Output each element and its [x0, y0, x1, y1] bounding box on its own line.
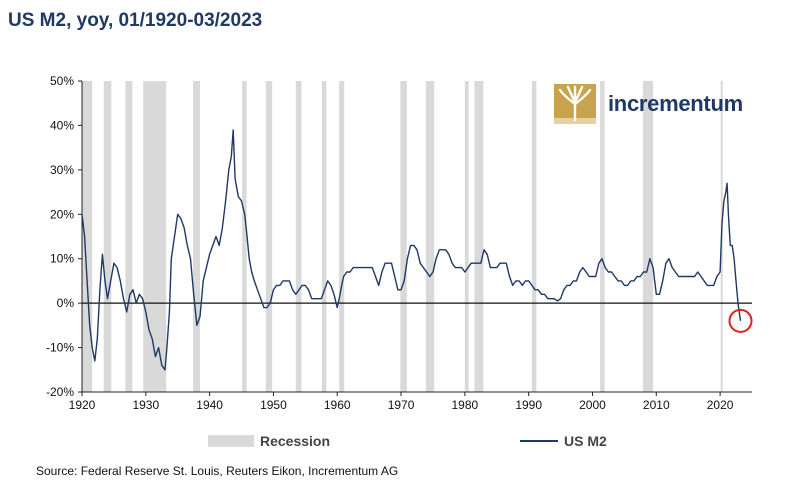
recession-band-6: [265, 81, 273, 392]
x-tick-label: 2020: [707, 398, 734, 412]
highlight-layer: [728, 308, 753, 333]
recession-band-11: [425, 81, 435, 392]
logo-text: incrementum: [608, 91, 743, 116]
recession-band-14: [531, 81, 537, 392]
recession-band-3: [143, 81, 167, 392]
series-layer: [81, 129, 742, 371]
x-tick-label: 1950: [260, 398, 287, 412]
x-tick-label: 2010: [643, 398, 670, 412]
y-tick-label: 50%: [50, 74, 74, 88]
recession-bands: [82, 81, 723, 392]
y-tick-label: -20%: [46, 385, 74, 399]
chart-title: US M2, yoy, 01/1920-03/2023: [8, 10, 263, 31]
y-tick-label: 20%: [50, 207, 74, 221]
x-tick-label: 1920: [69, 398, 96, 412]
recession-band-1: [103, 81, 112, 392]
x-tick-label: 1940: [196, 398, 223, 412]
chart-source: Source: Federal Reserve St. Louis, Reute…: [36, 464, 399, 478]
y-tick-label: 0%: [57, 296, 75, 310]
recession-band-7: [295, 81, 302, 392]
y-tick-label: 30%: [50, 163, 74, 177]
series-line-us-m2: [81, 129, 742, 371]
y-tick-label: -10%: [46, 341, 74, 355]
x-tick-label: 1990: [515, 398, 542, 412]
x-tick-label: 1930: [132, 398, 159, 412]
legend-recession-label: Recession: [260, 433, 330, 449]
y-tick-label: 10%: [50, 252, 74, 266]
recession-band-12: [464, 81, 469, 392]
recession-band-15: [600, 81, 605, 392]
x-tick-label: 1980: [452, 398, 479, 412]
legend-recession-swatch: [208, 435, 254, 447]
chart-legend: Recession US M2: [208, 433, 607, 449]
tree-logo-icon: [554, 84, 596, 124]
chart-axes: -20% -10% 0% 10% 20% 30% 40% 50% 1920 1930 1940 195…: [46, 74, 752, 412]
recession-band-13: [474, 81, 484, 392]
x-tick-label: 1960: [324, 398, 351, 412]
incrementum-logo: incrementum: [554, 84, 743, 124]
legend-series-label: US M2: [564, 433, 607, 449]
recession-band-4: [193, 81, 201, 392]
x-tick-label: 1970: [388, 398, 415, 412]
latest-value-highlight: [728, 308, 753, 333]
recession-band-8: [321, 81, 327, 392]
y-tick-label: 40%: [50, 118, 74, 132]
recession-band-9: [339, 81, 345, 392]
x-tick-label: 2000: [579, 398, 606, 412]
recession-band-0: [82, 81, 93, 392]
recession-band-16: [642, 81, 654, 392]
recession-band-10: [400, 81, 407, 392]
recession-band-5: [242, 81, 247, 392]
recession-band-2: [125, 81, 133, 392]
